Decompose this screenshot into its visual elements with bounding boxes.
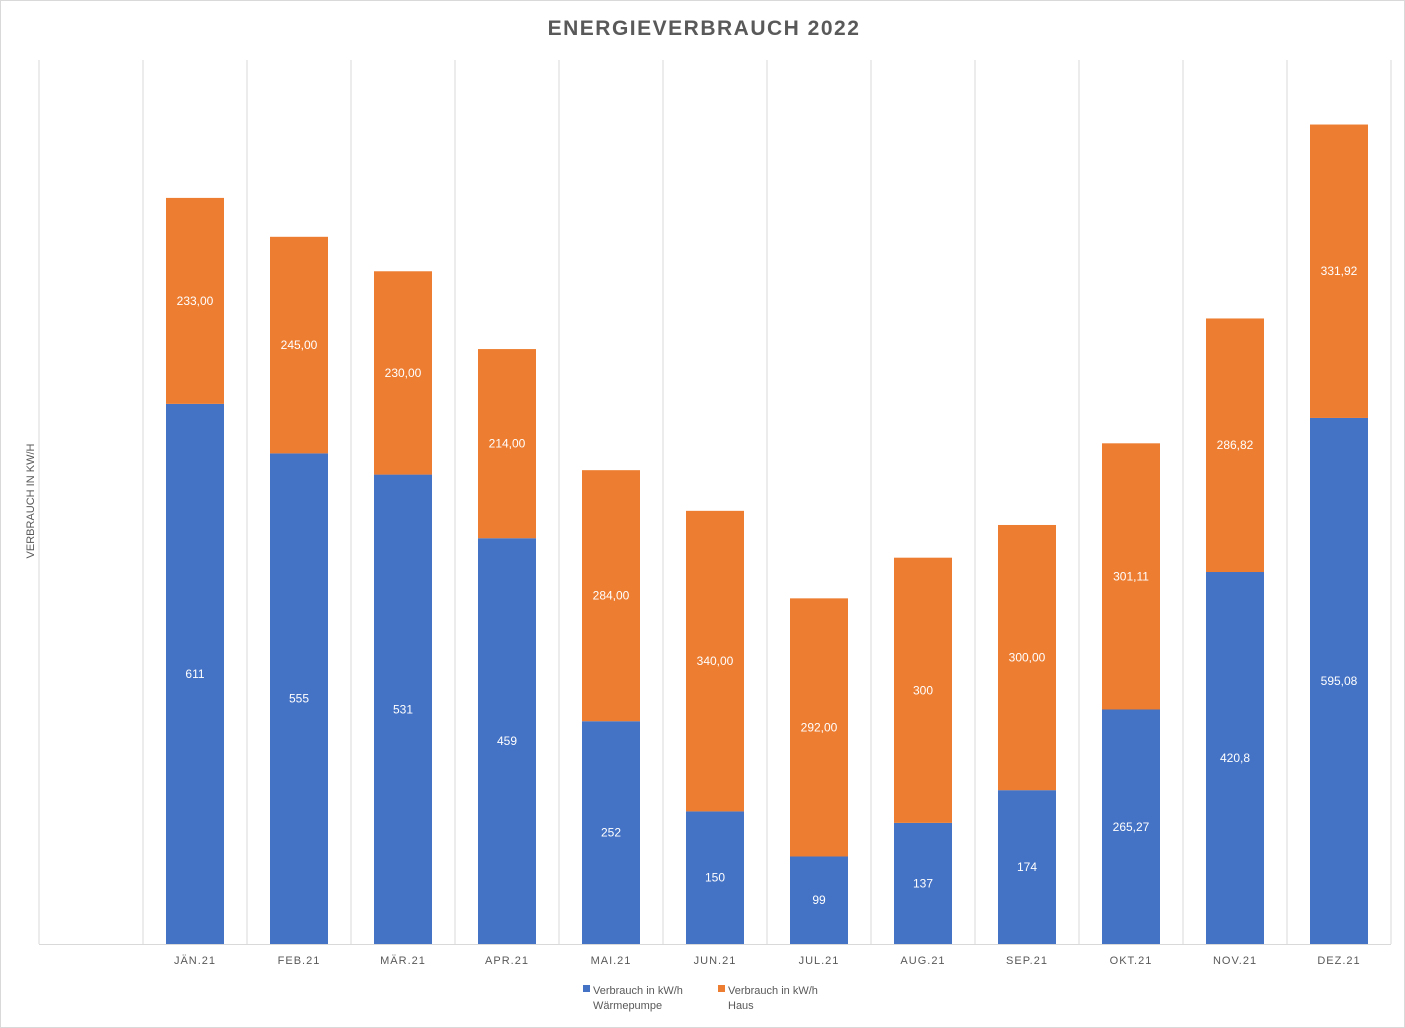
x-tick-label-6: JUL.21 [799, 955, 840, 967]
bar-haus-10 [1206, 318, 1264, 573]
x-tick-label-2: MÄR.21 [380, 955, 426, 967]
data-label-waermepumpe-4: 252 [601, 826, 621, 840]
bar-waermepumpe-7 [894, 822, 952, 944]
gridlines [38, 60, 1392, 945]
legend-label-0-line-0: Verbrauch in kW/h [593, 985, 683, 997]
data-label-haus-10: 286,82 [1217, 438, 1254, 452]
data-label-waermepumpe-2: 531 [393, 702, 413, 716]
x-tick-label-10: NOV.21 [1213, 955, 1257, 967]
data-label-waermepumpe-8: 174 [1017, 860, 1037, 874]
x-axis-ticks: JÄN.21 FEB.21 MÄR.21 APR.21 MAI.21 JUN.21 JUL.… [174, 955, 1360, 967]
chart-title: ENERGIEVERBRAUCH 2022 [548, 17, 861, 40]
bar-waermepumpe-2 [374, 474, 432, 944]
data-label-haus-8: 300,00 [1009, 651, 1046, 665]
data-label-waermepumpe-7: 137 [913, 876, 933, 890]
x-tick-label-1: FEB.21 [278, 955, 321, 967]
legend-label-1-line-0: Verbrauch in kW/h [728, 985, 818, 997]
legend-swatch-1 [718, 985, 725, 992]
bar-haus-7 [894, 557, 952, 823]
legend-label-1-line-1: Haus [728, 1000, 754, 1012]
bar-haus-11 [1310, 124, 1368, 418]
bar-waermepumpe-1 [270, 453, 328, 944]
bars [166, 124, 1368, 945]
bar-waermepumpe-9 [1102, 709, 1160, 944]
data-label-haus-4: 284,00 [593, 589, 630, 603]
bar-haus-2 [374, 271, 432, 475]
bar-waermepumpe-5 [686, 811, 744, 944]
data-label-haus-7: 300 [913, 683, 933, 697]
bar-haus-6 [790, 598, 848, 857]
data-label-haus-6: 292,00 [801, 720, 838, 734]
data-label-haus-11: 331,92 [1321, 264, 1358, 278]
x-tick-label-9: OKT.21 [1110, 955, 1153, 967]
data-label-haus-9: 301,11 [1113, 569, 1149, 583]
data-label-haus-1: 245,00 [281, 338, 318, 352]
data-label-waermepumpe-5: 150 [705, 871, 725, 885]
legend-label-0-line-1: Wärmepumpe [593, 1000, 662, 1012]
bar-haus-3 [478, 349, 536, 539]
x-tick-label-8: SEP.21 [1006, 955, 1048, 967]
x-tick-label-11: DEZ.21 [1317, 955, 1360, 967]
x-tick-label-0: JÄN.21 [174, 955, 216, 967]
data-label-waermepumpe-3: 459 [497, 734, 517, 748]
data-label-waermepumpe-11: 595,08 [1321, 674, 1358, 688]
bar-waermepumpe-0 [166, 403, 224, 945]
data-label-waermepumpe-0: 611 [185, 667, 204, 681]
data-label-haus-2: 230,00 [385, 366, 422, 380]
x-tick-label-7: AUG.21 [900, 955, 945, 967]
legend: Verbrauch in kW/h Wärmepumpe Verbrauch in … [583, 985, 818, 1012]
bar-waermepumpe-8 [998, 790, 1056, 944]
data-label-haus-5: 340,00 [697, 654, 734, 668]
bar-waermepumpe-11 [1310, 417, 1368, 944]
bar-waermepumpe-4 [582, 721, 640, 944]
bar-haus-4 [582, 470, 640, 722]
bar-waermepumpe-3 [478, 538, 536, 944]
legend-swatch-0 [583, 985, 590, 992]
data-label-haus-3: 214,00 [489, 437, 526, 451]
y-axis-label: VERBRAUCH IN KW/H [25, 443, 37, 558]
data-label-haus-0: 233,00 [177, 294, 214, 308]
data-labels: 611 233,00 555 245,00 531 230,00 459 214,00 252 2… [177, 264, 1358, 907]
bar-haus-9 [1102, 443, 1160, 710]
x-tick-label-3: APR.21 [485, 955, 529, 967]
x-tick-label-5: JUN.21 [694, 955, 737, 967]
x-tick-label-4: MAI.21 [591, 955, 632, 967]
bar-waermepumpe-6 [790, 856, 848, 944]
bar-waermepumpe-10 [1206, 572, 1264, 944]
bar-haus-8 [998, 524, 1056, 791]
bar-haus-1 [270, 236, 328, 454]
data-label-waermepumpe-1: 555 [289, 692, 309, 706]
data-label-waermepumpe-6: 99 [812, 893, 826, 907]
bar-haus-0 [166, 197, 224, 404]
data-label-waermepumpe-9: 265,27 [1113, 820, 1150, 834]
bar-haus-5 [686, 510, 744, 812]
data-label-waermepumpe-10: 420,8 [1220, 751, 1250, 765]
